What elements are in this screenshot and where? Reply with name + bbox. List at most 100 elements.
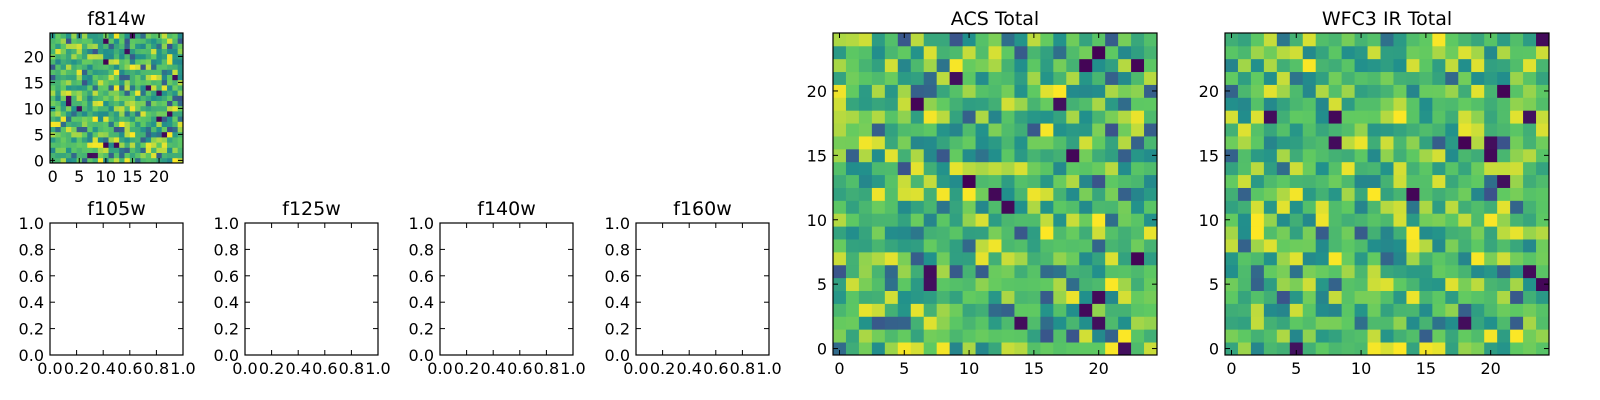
heatmap-cell (81, 38, 88, 44)
heatmap-cell (60, 38, 67, 44)
heatmap-cell (1510, 71, 1524, 85)
x-tick-label: 20 (149, 167, 169, 186)
heatmap-cell (1458, 264, 1472, 279)
heatmap-cell (1302, 187, 1317, 201)
heatmap-cell (50, 111, 56, 117)
heatmap-cell (884, 342, 899, 356)
y-tick-label: 0.0 (19, 346, 44, 365)
heatmap-cell (1393, 316, 1407, 330)
heatmap-cell (119, 48, 125, 55)
heatmap-cell (140, 59, 147, 65)
heatmap-cell (1225, 71, 1239, 85)
axis-frame (49, 222, 184, 356)
heatmap-cell (1523, 148, 1537, 163)
heatmap-cell (97, 105, 104, 112)
heatmap-cell (50, 137, 56, 143)
heatmap-cell (60, 116, 67, 122)
heatmap-cell (119, 100, 125, 107)
heatmap-cell (1131, 84, 1145, 98)
heatmap-cell (135, 64, 141, 70)
heatmap-cell (124, 38, 131, 44)
heatmap-cell (1105, 329, 1119, 343)
heatmap-cell (1105, 71, 1119, 85)
heatmap-cell (97, 147, 104, 153)
heatmap-cell (1393, 136, 1407, 150)
heatmap-cell (97, 59, 104, 65)
heatmap-cell (103, 100, 109, 107)
heatmap-cell (103, 79, 109, 86)
heatmap-cell (833, 200, 847, 214)
heatmap-cell (129, 116, 136, 122)
heatmap-cell (1445, 71, 1459, 85)
heatmap-cell (1263, 226, 1278, 240)
heatmap-cell (108, 157, 115, 164)
heatmap-cell (1419, 329, 1433, 343)
heatmap-cell (71, 74, 77, 81)
heatmap-cell (858, 226, 873, 240)
heatmap-cell (1289, 342, 1304, 356)
heatmap-cell (161, 38, 168, 44)
heatmap-cell (988, 71, 1002, 85)
heatmap-cell (1040, 84, 1054, 98)
x-tick-label: 15 (1416, 359, 1436, 378)
heatmap-cell (172, 79, 179, 86)
heatmap-cell (1263, 290, 1278, 304)
y-tick-label: 0.0 (214, 346, 239, 365)
heatmap-cell (151, 59, 157, 65)
heatmap-cell (1406, 174, 1420, 188)
heatmap-cell (936, 174, 951, 188)
heatmap-cell (1328, 239, 1343, 253)
heatmap-cell (1144, 84, 1158, 98)
heatmap-cell (1328, 329, 1343, 343)
heatmap-cell (1419, 200, 1433, 214)
heatmap-cell (1328, 123, 1343, 137)
heatmap-cell (76, 85, 83, 91)
heatmap-cell (129, 38, 136, 44)
heatmap-cell (1225, 290, 1239, 304)
heatmap-cell (949, 239, 963, 253)
heatmap-cell (1053, 174, 1067, 188)
heatmap-cell (1367, 45, 1381, 60)
heatmap-cell (1393, 58, 1407, 73)
heatmap-cell (1367, 316, 1381, 330)
y-tick-label: 10 (1199, 211, 1219, 230)
heatmap-cell (1393, 148, 1407, 163)
heatmap-cell (1027, 58, 1041, 73)
heatmap-cell (97, 152, 104, 159)
heatmap-cell (1354, 329, 1368, 343)
heatmap-cell (119, 43, 125, 49)
heatmap-cell (1250, 264, 1265, 279)
heatmap-cell (145, 43, 152, 49)
heatmap-cell (81, 43, 88, 49)
heatmap-cell (55, 59, 62, 65)
heatmap-cell (55, 147, 62, 153)
heatmap-cell (1276, 148, 1291, 163)
heatmap-cell (129, 147, 136, 153)
heatmap-cell (1053, 226, 1067, 240)
heatmap-cell (1001, 123, 1015, 137)
heatmap-cell (1315, 45, 1330, 60)
heatmap-cell (845, 200, 860, 214)
heatmap-cell (113, 147, 120, 153)
x-tick-label: 10 (96, 167, 116, 186)
heatmap-cell (108, 137, 115, 143)
heatmap-cell (60, 111, 67, 117)
heatmap-cell (1131, 71, 1145, 85)
heatmap-cell (81, 116, 88, 122)
heatmap-cell (1289, 329, 1304, 343)
heatmap-cell (113, 33, 120, 39)
heatmap-cell (1225, 342, 1239, 356)
heatmap-cell (923, 123, 938, 137)
heatmap-cell (119, 147, 125, 153)
heatmap-cell (1144, 342, 1158, 356)
heatmap-cell (1471, 290, 1485, 304)
heatmap-cell (108, 64, 115, 70)
heatmap-cell (1484, 84, 1498, 98)
heatmap-cell (1001, 213, 1015, 227)
heatmap-cell (87, 59, 93, 65)
heatmap-cell (1263, 264, 1278, 279)
heatmap-cell (103, 126, 109, 133)
heatmap-cell (119, 53, 125, 60)
heatmap-cell (1523, 213, 1537, 227)
heatmap-cell (108, 59, 115, 65)
